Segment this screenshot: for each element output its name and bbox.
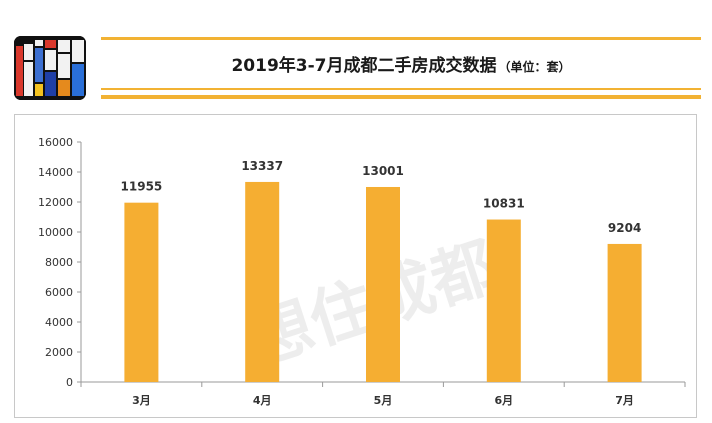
- header-rule-bottom-1: [101, 88, 701, 90]
- y-tick-label: 8000: [45, 256, 73, 269]
- data-label: 9204: [608, 221, 641, 235]
- bar-4: [486, 219, 521, 382]
- y-tick-label: 0: [66, 376, 73, 389]
- data-label: 11955: [121, 180, 163, 194]
- logo: [14, 36, 86, 100]
- y-tick-label: 14000: [38, 166, 73, 179]
- y-tick-label: 2000: [45, 346, 73, 359]
- y-tick-label: 12000: [38, 196, 73, 209]
- x-tick-label: 5月: [374, 394, 393, 407]
- header-rule-top: [101, 37, 701, 40]
- y-tick-label: 4000: [45, 316, 73, 329]
- bar-2: [245, 181, 280, 382]
- chart-frame: 想住成都 02000400060008000100001200014000160…: [14, 114, 697, 418]
- x-tick-label: 3月: [132, 394, 151, 407]
- x-tick-label: 6月: [494, 394, 513, 407]
- title-text: 2019年3-7月成都二手房成交数据: [231, 56, 497, 76]
- data-label: 13337: [241, 159, 283, 173]
- y-tick-label: 10000: [38, 226, 73, 239]
- y-tick-label: 16000: [38, 136, 73, 149]
- data-label: 10831: [483, 197, 525, 211]
- bar-1: [124, 202, 159, 382]
- x-tick-label: 4月: [253, 394, 272, 407]
- data-label: 13001: [362, 164, 404, 178]
- bar-3: [366, 186, 400, 382]
- title-unit: （单位：套）: [498, 60, 571, 74]
- header-rule-bottom-2: [101, 95, 701, 99]
- bar-5: [607, 243, 642, 382]
- logo-mosaic-icon: [14, 36, 86, 100]
- bar-chart: 想住成都 02000400060008000100001200014000160…: [38, 136, 686, 407]
- x-tick-label: 7月: [615, 394, 634, 407]
- page-title: 2019年3-7月成都二手房成交数据 （单位：套）: [101, 51, 701, 76]
- y-tick-label: 6000: [45, 286, 73, 299]
